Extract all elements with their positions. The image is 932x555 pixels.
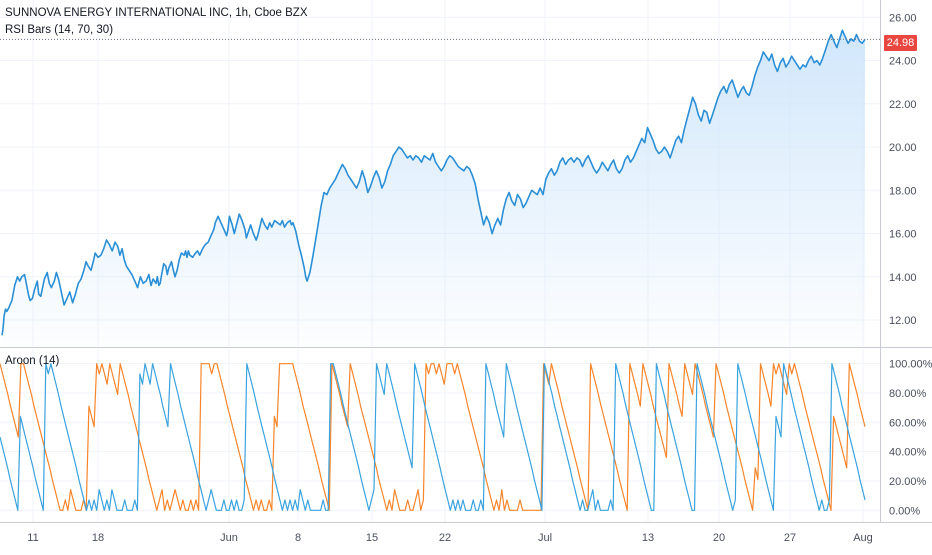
time-tick-label: 20 xyxy=(713,532,725,544)
price-tick-label: 18.00 xyxy=(889,185,917,197)
time-tick-label: 8 xyxy=(295,532,301,544)
aroon-tick-label: 20.00% xyxy=(889,476,927,488)
chart-title: SUNNOVA ENERGY INTERNATIONAL INC, 1h, Cb… xyxy=(5,7,308,19)
price-tick-label: 16.00 xyxy=(889,229,917,241)
aroon-tick-label: 40.00% xyxy=(889,447,927,459)
last-price-badge: 24.98 xyxy=(884,35,917,51)
price-tick-label: 12.00 xyxy=(889,315,917,327)
time-tick-label: 27 xyxy=(784,532,796,544)
time-tick-label: Aug xyxy=(853,532,873,544)
aroon-tick-label: 60.00% xyxy=(889,417,927,429)
price-tick-label: 22.00 xyxy=(889,99,917,111)
time-tick-label: 11 xyxy=(27,532,38,544)
aroon-down-line xyxy=(0,363,866,511)
time-tick-label: 15 xyxy=(366,532,378,544)
aroon-label: Aroon (14) xyxy=(5,355,60,367)
time-tick-label: 18 xyxy=(92,532,104,544)
price-line xyxy=(1,29,866,336)
aroon-tick-label: 80.00% xyxy=(889,388,927,400)
price-area xyxy=(2,30,865,347)
time-tick-label: 13 xyxy=(642,532,654,544)
aroon-tick-label: 0.00% xyxy=(889,505,920,517)
time-tick-label: Jul xyxy=(538,532,552,544)
price-tick-label: 20.00 xyxy=(889,142,917,154)
price-tick-label: 24.00 xyxy=(889,56,917,68)
time-tick-label: Jun xyxy=(220,532,238,544)
price-tick-label: 26.00 xyxy=(889,12,917,24)
aroon-tick-label: 100.00% xyxy=(889,359,932,371)
time-tick-label: 22 xyxy=(439,532,451,544)
aroon-up-line xyxy=(0,363,866,511)
price-tick-label: 14.00 xyxy=(889,272,917,284)
indicator-label: RSI Bars (14, 70, 30) xyxy=(5,24,114,36)
